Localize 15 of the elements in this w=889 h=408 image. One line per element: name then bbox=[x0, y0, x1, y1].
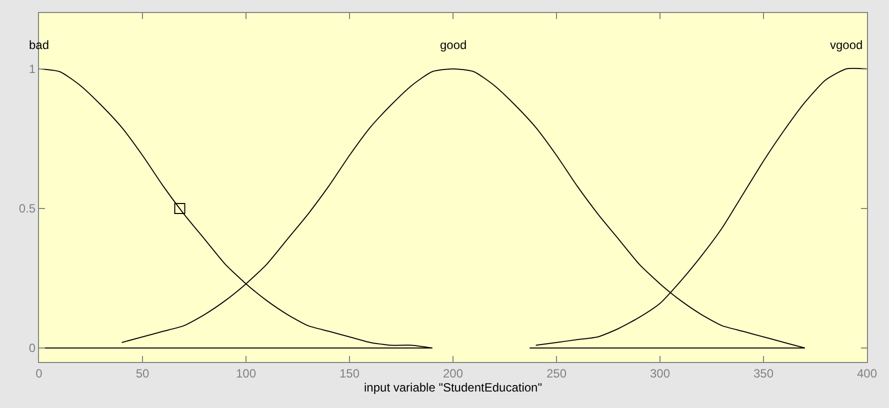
y-tick-label: 0.5 bbox=[18, 202, 36, 216]
x-tick-label: 300 bbox=[650, 366, 670, 380]
x-tick-label: 50 bbox=[136, 366, 150, 380]
x-axis-title: input variable "StudentEducation" bbox=[364, 380, 542, 394]
y-tick-label: 0 bbox=[28, 341, 36, 356]
x-tick-label: 350 bbox=[753, 366, 774, 380]
series-label: vgood bbox=[830, 38, 863, 52]
y-tick-label: 1 bbox=[28, 62, 36, 76]
x-tick-label: 200 bbox=[442, 366, 464, 380]
series-label: good bbox=[440, 38, 467, 52]
x-tick-label: 400 bbox=[856, 366, 878, 380]
x-tick-label: 250 bbox=[546, 366, 567, 380]
series-label: bad bbox=[29, 38, 50, 52]
x-tick-label: 150 bbox=[339, 366, 360, 380]
x-tick-label: 100 bbox=[236, 366, 256, 380]
